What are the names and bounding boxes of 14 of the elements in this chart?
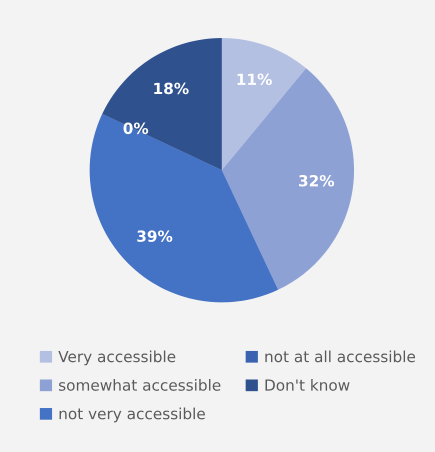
legend-label: not at all accessible [265,350,416,362]
legend-label: not very accessible [60,408,205,422]
legend-label: Very accessible [58,350,176,366]
legend-label: somewhat accessible [59,379,220,391]
pie-slice [222,68,354,290]
data-label: 11% [238,73,272,86]
data-label: 39% [137,230,172,242]
pie-slice [222,38,306,170]
pie-slice [90,114,278,302]
data-label: 18% [154,82,189,94]
pie-slice [102,38,222,170]
legend-label: Don't know [266,379,350,391]
data-label: 32% [299,174,334,187]
text: 0% [123,122,148,134]
